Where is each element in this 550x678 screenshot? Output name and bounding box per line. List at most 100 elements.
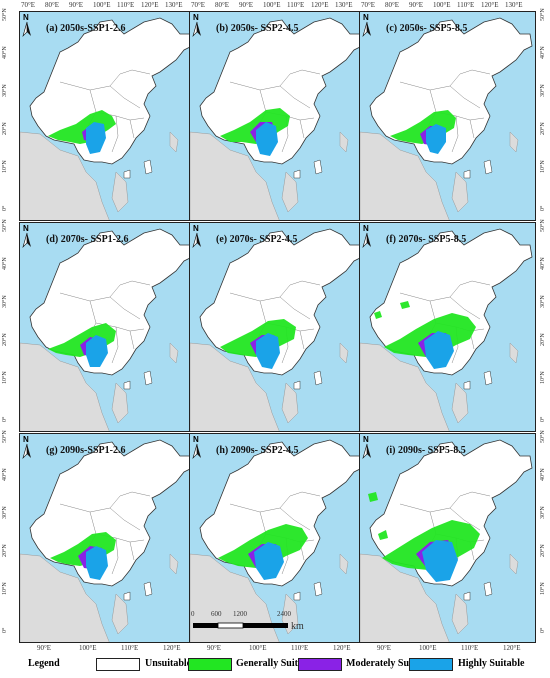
top-tick: 80°E bbox=[215, 1, 230, 9]
legend-label-generally: Generally Suitable bbox=[236, 658, 316, 669]
map-svg bbox=[190, 17, 363, 220]
panel-label: (f) 2070s- SSP5-8.5 bbox=[386, 234, 467, 245]
north-label: N bbox=[363, 435, 369, 444]
north-label: N bbox=[193, 435, 199, 444]
map-svg bbox=[20, 17, 193, 220]
lat-tick: 40°N bbox=[2, 257, 8, 270]
top-tick: 80°E bbox=[385, 1, 400, 9]
top-tick: 90°E bbox=[409, 1, 424, 9]
lat-tick: 40°N bbox=[540, 468, 546, 481]
scale-seg-1 bbox=[193, 623, 218, 628]
bottom-tick: 100°E bbox=[419, 644, 437, 652]
map-svg bbox=[360, 439, 533, 642]
legend-swatch-generally bbox=[188, 658, 232, 671]
lat-tick: 0° bbox=[2, 205, 8, 211]
bottom-tick: 110°E bbox=[121, 644, 139, 652]
lat-tick: 40°N bbox=[540, 46, 546, 59]
top-tick: 70°E bbox=[191, 1, 206, 9]
map-svg bbox=[20, 228, 193, 431]
map-panel-2: N (b) 2050s- SSP2-4.5 bbox=[189, 11, 366, 221]
top-tick: 110°E bbox=[287, 1, 305, 9]
legend-swatch-highly bbox=[409, 658, 453, 671]
bottom-tick: 90°E bbox=[377, 644, 392, 652]
lat-tick: 40°N bbox=[2, 468, 8, 481]
lat-tick: 10°N bbox=[2, 582, 8, 595]
taiwan bbox=[143, 370, 153, 386]
lat-tick: 40°N bbox=[540, 257, 546, 270]
highly-suitable-area bbox=[254, 542, 284, 580]
north-label: N bbox=[193, 224, 199, 233]
highly-suitable-area bbox=[256, 122, 278, 156]
bottom-tick: 90°E bbox=[207, 644, 222, 652]
neighbor-land bbox=[360, 342, 519, 431]
lat-tick: 0° bbox=[540, 627, 546, 633]
top-tick: 80°E bbox=[45, 1, 60, 9]
hainan bbox=[463, 591, 471, 601]
scale-seg-3 bbox=[243, 623, 288, 628]
china-outline bbox=[199, 228, 363, 376]
lat-tick: 10°N bbox=[540, 582, 546, 595]
lat-tick: 10°N bbox=[540, 160, 546, 173]
north-label: N bbox=[193, 13, 199, 22]
map-panel-4: N (d) 2070s- SSP1-2.6 bbox=[19, 222, 196, 432]
lat-tick: 50°N bbox=[2, 8, 8, 21]
highly-suitable-area bbox=[86, 122, 106, 154]
taiwan bbox=[313, 370, 323, 386]
map-svg bbox=[190, 228, 363, 431]
top-tick: 100°E bbox=[433, 1, 451, 9]
hainan bbox=[123, 591, 131, 601]
taiwan bbox=[483, 159, 493, 175]
lat-tick: 20°N bbox=[540, 544, 546, 557]
province-boundaries bbox=[59, 280, 151, 364]
legend-label-moderately: Moderately Suitable bbox=[346, 658, 433, 669]
scale-unit: km bbox=[291, 621, 304, 632]
highly-suitable-area bbox=[86, 335, 108, 367]
hainan bbox=[293, 591, 301, 601]
lat-tick: 50°N bbox=[540, 219, 546, 232]
hainan bbox=[463, 380, 471, 390]
scale-label-2400: 2400 bbox=[277, 610, 291, 618]
panel-label: (g) 2090s-SSP1-2.6 bbox=[46, 445, 126, 456]
scale-seg-2 bbox=[217, 622, 244, 629]
panel-label: (d) 2070s- SSP1-2.6 bbox=[46, 234, 129, 245]
map-panel-1: N (a) 2050s-SSP1-2.6 bbox=[19, 11, 196, 221]
lat-tick: 30°N bbox=[540, 84, 546, 97]
lat-tick: 30°N bbox=[540, 506, 546, 519]
lat-tick: 0° bbox=[2, 416, 8, 422]
bottom-tick: 110°E bbox=[461, 644, 479, 652]
map-panel-8: N (h) 2090s- SSP2-4.5 bbox=[189, 433, 366, 643]
panel-label: (e) 2070s- SSP2-4.5 bbox=[216, 234, 298, 245]
generally-suitable-area bbox=[48, 110, 116, 144]
scale-label-600: 600 bbox=[211, 610, 222, 618]
top-tick: 130°E bbox=[335, 1, 353, 9]
china-outline bbox=[369, 17, 533, 165]
north-label: N bbox=[23, 13, 29, 22]
map-svg bbox=[190, 439, 363, 642]
neighbor-land bbox=[20, 342, 179, 431]
china-outline bbox=[29, 228, 193, 376]
china-outline bbox=[29, 439, 193, 587]
scale-label-0: 0 bbox=[191, 610, 195, 618]
lat-tick: 50°N bbox=[540, 8, 546, 21]
top-tick: 130°E bbox=[505, 1, 523, 9]
legend-swatch-unsuitable bbox=[96, 658, 140, 671]
bottom-tick: 120°E bbox=[163, 644, 181, 652]
top-tick: 110°E bbox=[457, 1, 475, 9]
neighbor-land bbox=[190, 342, 349, 431]
neighbor-land bbox=[20, 553, 179, 642]
taiwan bbox=[143, 159, 153, 175]
lat-tick: 20°N bbox=[540, 333, 546, 346]
hainan bbox=[293, 169, 301, 179]
map-svg bbox=[360, 17, 533, 220]
bottom-tick: 90°E bbox=[37, 644, 52, 652]
neighbor-land bbox=[190, 131, 349, 220]
neighbor-land bbox=[20, 131, 179, 220]
top-tick: 100°E bbox=[263, 1, 281, 9]
hainan bbox=[123, 380, 131, 390]
bottom-tick: 120°E bbox=[503, 644, 521, 652]
taiwan bbox=[483, 581, 493, 597]
legend: Legend Unsuitable Generally Suitable Mod… bbox=[28, 654, 538, 674]
neighbor-land bbox=[190, 553, 349, 642]
map-panel-3: N (c) 2050s- SSP5-8.5 bbox=[359, 11, 536, 221]
taiwan bbox=[313, 581, 323, 597]
